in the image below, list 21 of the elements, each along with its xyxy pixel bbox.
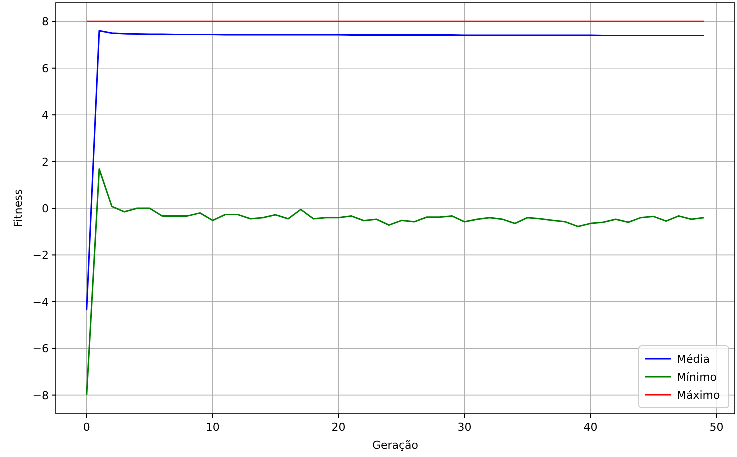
x-tick-label: 30: [458, 421, 472, 434]
y-tick-label: −2: [32, 249, 49, 262]
y-tick-label: 0: [42, 202, 49, 216]
x-tick-label: 10: [206, 421, 220, 434]
y-axis-title: Fitness: [12, 189, 25, 228]
y-tick-label: 6: [42, 62, 49, 76]
y-tick-label: −6: [32, 342, 49, 356]
x-axis-title: Geração: [372, 439, 419, 452]
line-series: [86, 30, 705, 311]
legend-label: Máximo: [677, 389, 721, 402]
y-tick-label: −8: [32, 389, 49, 402]
y-tick-label: −4: [32, 296, 49, 309]
y-tick-label: 8: [42, 16, 49, 29]
legend-label: Média: [677, 353, 710, 366]
x-tick-label: 0: [83, 421, 90, 434]
x-tick-label: 50: [710, 421, 724, 434]
y-tick-label: 2: [42, 156, 49, 169]
legend-label: Mínimo: [677, 371, 718, 384]
x-tick-label: 20: [332, 421, 346, 434]
y-tick-label: 4: [42, 109, 49, 122]
x-tick-label: 40: [584, 421, 598, 434]
